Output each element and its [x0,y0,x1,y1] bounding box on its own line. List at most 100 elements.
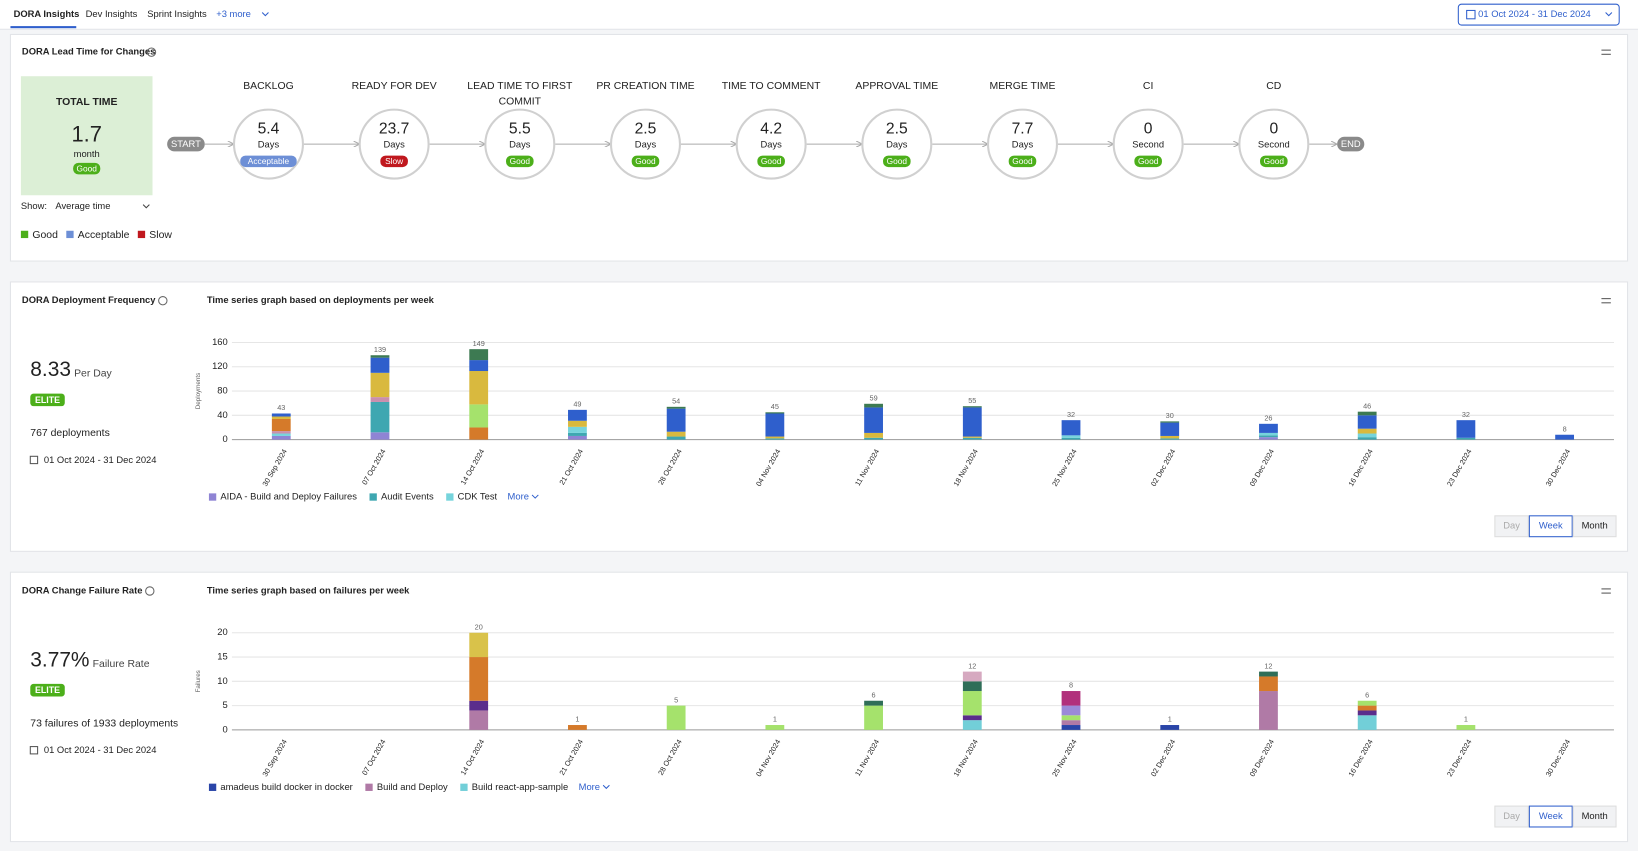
toggle-button[interactable] [1528,515,1573,538]
legend-more[interactable]: More [579,781,600,792]
chevron [261,12,269,17]
bar-segment [1555,434,1575,440]
stage-circle [986,108,1059,180]
total-label: 46 [1363,401,1371,410]
chevron [531,494,539,499]
total-value: 1.7 [71,122,101,147]
bar-segment [864,437,883,440]
y-axis-title: Failures [195,670,202,692]
total-label: 26 [1264,414,1272,423]
bar-segment [1061,420,1081,436]
metric-unit: Failure Rate [93,659,150,670]
stage-name: APPROVAL TIME [855,80,939,92]
bar-segment [1357,715,1377,730]
legend-label: Slow [149,230,172,241]
stage-unit: Days [258,139,280,150]
info-icon[interactable] [145,586,155,596]
bar-segment [1259,423,1278,433]
bar-segment [1160,725,1180,730]
total-label: 149 [473,339,485,348]
bar-segment [962,681,982,692]
metric-unit: Per Day [74,369,112,380]
status-text: Good [76,163,97,173]
bar-segment [1160,438,1180,440]
bar-segment [1061,691,1081,706]
legend-swatch [208,783,217,791]
tab-underline [10,26,77,29]
tab[interactable]: Sprint Insights [147,8,207,19]
show-select[interactable]: Average time [55,200,110,211]
bar-segment [1357,411,1377,416]
filter-icon[interactable] [1601,298,1611,304]
stage-value: 5.4 [258,121,280,138]
chevron [1605,12,1613,17]
y-tick-label: 40 [217,409,227,420]
stage-value: 23.7 [379,121,409,138]
bar-segment [1259,435,1278,438]
stage-value: 4.2 [760,121,782,138]
y-tick-label: 80 [217,385,227,396]
total-label: 45 [771,402,779,411]
legend-swatch [208,493,217,501]
total-label: 139 [374,345,386,354]
total-label: 54 [672,397,680,406]
elite-badge [30,393,65,407]
more-tabs[interactable]: +3 more [216,8,251,19]
calendar-icon [29,746,39,755]
legend-label: CDK Test [458,491,498,502]
total-label: 12 [1264,661,1272,670]
toggle-button[interactable] [1528,805,1573,828]
tab[interactable]: Dev Insights [86,8,138,19]
bar-segment [469,657,489,701]
tab[interactable]: DORA Insights [14,8,80,19]
legend-more[interactable]: More [508,491,529,502]
total-label: 43 [277,403,285,412]
toggle-button[interactable] [1494,515,1529,538]
bar-segment [1160,421,1180,423]
bar-segment [1456,725,1476,730]
bar-segment [1160,422,1180,436]
date-button[interactable] [1457,3,1620,26]
toggle-button[interactable] [1494,805,1529,828]
total-label: 6 [1365,690,1369,699]
bar-segment [765,436,785,439]
chevron [142,204,150,209]
stage-value: 0 [1269,121,1278,138]
bar-segment [271,416,291,419]
filter-icon[interactable] [1601,49,1611,55]
total-label: TOTAL TIME [56,97,118,108]
calendar-icon [1466,9,1476,20]
bar-segment [469,700,489,711]
total-label: 32 [1067,410,1075,419]
bar-segment [469,632,489,658]
status-text: Good [635,156,656,166]
toggle-button[interactable] [1572,515,1617,538]
bar-segment [271,435,291,440]
stage-value: 2.5 [886,121,908,138]
stage-unit: Days [760,139,782,150]
total-label: 30 [1166,411,1174,420]
bar-segment [962,715,982,721]
total-label: 1 [1168,715,1172,724]
bar-segment [370,357,390,373]
bar-segment [568,435,587,440]
status-badge [380,155,408,168]
panel [9,281,1629,552]
bar-segment [1061,435,1081,438]
status-badge [1134,155,1162,168]
bar-segment [1061,437,1081,440]
total-label: 55 [968,396,976,405]
elite-text: ELITE [35,395,60,405]
bar-segment [1061,715,1081,721]
legend-swatch [446,493,454,501]
status-badge [1008,155,1037,168]
y-axis-title: Deployments [195,373,202,409]
stage-circle [609,108,682,180]
bar-segment [568,409,587,421]
metric-date: 01 Oct 2024 - 31 Dec 2024 [44,744,157,755]
info-icon[interactable] [146,47,157,57]
filter-icon[interactable] [1601,588,1611,594]
info-icon[interactable] [158,296,168,306]
stage-circle [861,108,933,180]
toggle-button[interactable] [1572,805,1617,828]
